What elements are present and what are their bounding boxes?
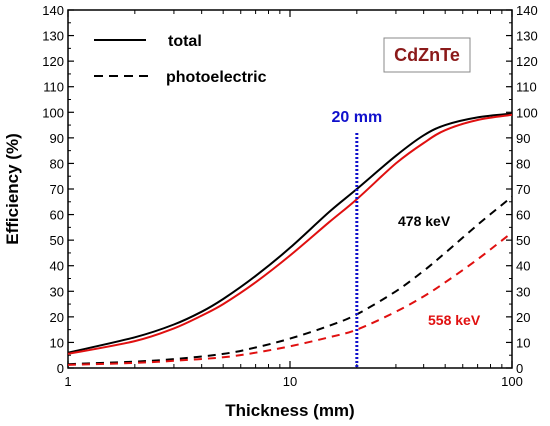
y-tick-label-left: 130 [42, 29, 64, 44]
y-tick-label-left: 60 [50, 208, 64, 223]
y-tick-label-right: 80 [516, 156, 530, 171]
series-total-478kev [67, 112, 513, 354]
y-tick-label-right: 70 [516, 182, 530, 197]
y-tick-label-right: 90 [516, 131, 530, 146]
series-total-558kev [67, 113, 513, 355]
y-tick-label-right: 130 [516, 29, 538, 44]
y-tick-label-left: 40 [50, 259, 64, 274]
series-group [67, 112, 513, 366]
y-tick-label-right: 50 [516, 233, 530, 248]
y-tick-label-right: 40 [516, 259, 530, 274]
material-box-frame [383, 37, 471, 73]
left-axis: 0 10 20 30 40 50 60 70 80 90 100 110 120 130 140 [42, 3, 74, 376]
y-tick-label-right: 100 [516, 105, 538, 120]
annotation-558kev: 558 keV [428, 312, 481, 328]
y-tick-label-left: 70 [50, 182, 64, 197]
x-axis-label: Thickness (mm) [225, 401, 354, 420]
y-tick-label-left: 100 [42, 105, 64, 120]
y-tick-label-left: 10 [50, 335, 64, 350]
y-tick-label-right: 110 [516, 80, 537, 95]
y-tick-label-left: 90 [50, 131, 64, 146]
y-tick-label-right: 10 [516, 335, 530, 350]
x-tick-label: 100 [501, 374, 523, 389]
y-tick-label-left: 120 [42, 54, 64, 69]
y-tick-label-left: 140 [42, 3, 64, 18]
y-tick-label-right: 30 [516, 284, 530, 299]
y-tick-label-left: 30 [50, 284, 64, 299]
y-tick-label-left: 80 [50, 156, 64, 171]
legend: total photoelectric [94, 33, 267, 86]
x-tick-label: 1 [64, 374, 71, 389]
annotation-478kev: 478 keV [398, 213, 451, 229]
y-axis-label: Efficiency (%) [3, 133, 22, 244]
y-tick-label-right: 20 [516, 310, 530, 325]
marker-label: 20 mm [331, 109, 382, 126]
y-tick-label-left: 20 [50, 310, 64, 325]
x-tick-label: 10 [283, 374, 297, 389]
series-photoelectric-558kev [67, 231, 513, 366]
y-tick-label-right: 140 [516, 3, 538, 18]
y-tick-label-right: 120 [516, 54, 538, 69]
material-box: CdZnTe [383, 37, 471, 73]
legend-label-total: total [168, 33, 202, 50]
legend-label-photoelectric: photoelectric [166, 69, 267, 86]
material-label: CdZnTe [394, 45, 460, 65]
right-axis: 0 10 20 30 40 50 60 70 80 90 100 110 120 130 140 [506, 3, 538, 376]
y-tick-label-left: 110 [43, 80, 64, 95]
y-tick-label-left: 50 [50, 233, 64, 248]
y-tick-label-left: 0 [57, 361, 64, 376]
y-tick-label-right: 60 [516, 208, 530, 223]
y-tick-label-right: 0 [516, 361, 523, 376]
